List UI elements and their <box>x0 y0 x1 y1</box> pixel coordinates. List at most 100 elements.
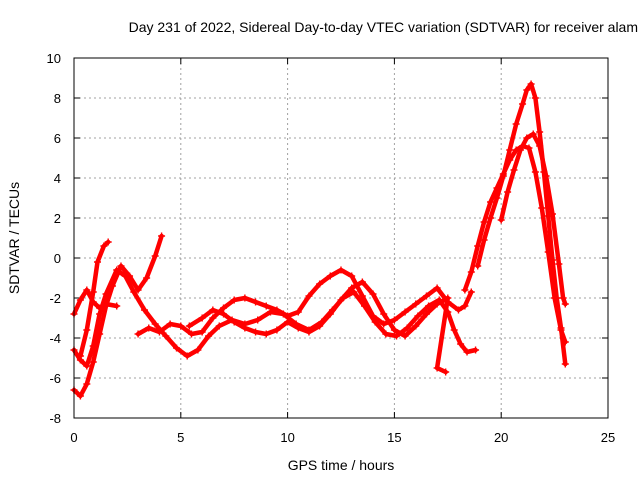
data-point <box>143 274 151 282</box>
data-point <box>425 302 433 310</box>
data-point <box>493 194 501 202</box>
data-point <box>390 316 398 324</box>
data-point <box>209 306 217 314</box>
data-point <box>134 330 142 338</box>
data-point <box>241 294 249 302</box>
data-point <box>557 324 565 332</box>
data-point <box>230 318 238 326</box>
data-point <box>536 128 544 136</box>
y-axis-label: SDTVAR / TECUs <box>6 182 22 294</box>
data-point <box>422 310 430 318</box>
data-point <box>305 292 313 300</box>
data-point <box>140 306 148 314</box>
data-point <box>422 292 430 300</box>
y-tick-label: -4 <box>49 331 61 346</box>
y-tick-label: 6 <box>54 131 61 146</box>
data-point <box>529 130 537 138</box>
data-point <box>561 360 569 368</box>
x-tick-label: 0 <box>70 430 77 445</box>
data-point <box>487 214 495 222</box>
data-point <box>442 368 450 376</box>
data-point <box>559 294 567 302</box>
data-point <box>294 308 302 316</box>
data-point <box>117 262 125 270</box>
data-point <box>553 294 561 302</box>
data-point <box>83 326 91 334</box>
data-point <box>480 218 488 226</box>
data-point <box>467 288 475 296</box>
data-point <box>480 236 488 244</box>
data-point <box>241 324 249 332</box>
data-point <box>130 288 138 296</box>
series-track-9 <box>497 130 569 308</box>
data-point <box>96 304 104 312</box>
data-point <box>185 322 193 330</box>
x-tick-label: 25 <box>601 430 615 445</box>
data-point <box>89 358 97 366</box>
data-point <box>273 326 281 334</box>
data-point <box>536 142 544 150</box>
data-point <box>472 346 480 354</box>
data-point <box>527 80 535 88</box>
y-tick-label: 4 <box>54 171 61 186</box>
data-point <box>457 340 465 348</box>
data-point <box>198 328 206 336</box>
data-point <box>444 294 452 302</box>
data-point <box>519 100 527 108</box>
data-point <box>380 310 388 318</box>
data-point <box>108 282 116 290</box>
data-point <box>187 330 195 338</box>
data-point <box>369 290 377 298</box>
data-point <box>412 300 420 308</box>
data-point <box>461 302 469 310</box>
data-point <box>412 322 420 330</box>
data-point <box>294 324 302 332</box>
data-point <box>433 364 441 372</box>
data-point <box>548 256 556 264</box>
data-point <box>510 166 518 174</box>
data-point <box>369 312 377 320</box>
gridlines <box>74 58 608 418</box>
data-point <box>262 330 270 338</box>
data-point <box>463 348 471 356</box>
data-point <box>474 262 482 270</box>
data-point <box>262 302 270 310</box>
chart-title: Day 231 of 2022, Sidereal Day-to-day VTE… <box>129 19 638 35</box>
data-point <box>76 352 84 360</box>
data-point <box>76 392 84 400</box>
data-point <box>531 94 539 102</box>
data-point <box>382 330 390 338</box>
data-point <box>145 324 153 332</box>
data-point <box>158 232 166 240</box>
data-point <box>96 330 104 338</box>
data-point <box>525 144 533 152</box>
data-point <box>348 272 356 280</box>
data-point <box>531 168 539 176</box>
y-tick-label: 8 <box>54 91 61 106</box>
data-point <box>358 278 366 286</box>
x-tick-label: 5 <box>177 430 184 445</box>
series-track-2 <box>70 232 166 400</box>
data-point <box>499 172 507 180</box>
y-tick-label: 2 <box>54 211 61 226</box>
data-point <box>162 332 170 340</box>
data-point <box>198 314 206 322</box>
data-point <box>83 380 91 388</box>
data-point <box>284 312 292 320</box>
data-point <box>487 198 495 206</box>
data-point <box>93 258 101 266</box>
data-series-group <box>70 80 569 400</box>
data-point <box>220 304 228 312</box>
data-point <box>83 286 91 294</box>
data-point <box>414 312 422 320</box>
y-tick-label: 10 <box>47 51 61 66</box>
y-tick-label: 0 <box>54 251 61 266</box>
data-point <box>433 300 441 308</box>
data-point <box>337 296 345 304</box>
data-point <box>467 268 475 276</box>
data-point <box>305 328 313 336</box>
data-point <box>113 302 121 310</box>
data-point <box>205 332 213 340</box>
data-point <box>348 284 356 292</box>
data-point <box>506 146 514 154</box>
